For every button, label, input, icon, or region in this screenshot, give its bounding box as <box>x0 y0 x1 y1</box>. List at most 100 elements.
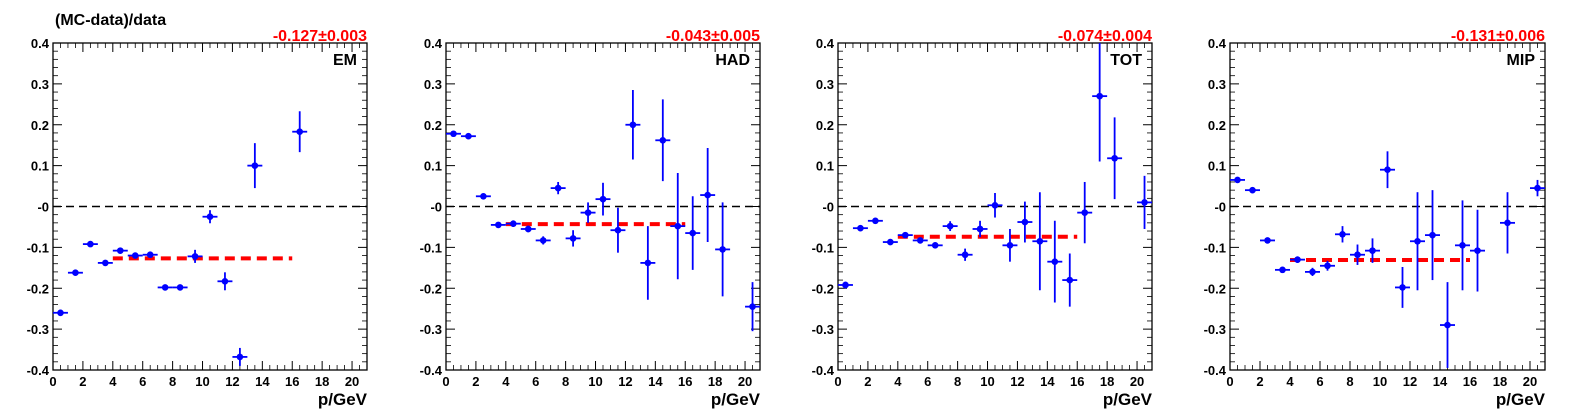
y-tick-label: -0.3 <box>1204 322 1226 337</box>
data-point <box>176 284 184 291</box>
y-tick-label: -0.1 <box>812 240 834 255</box>
x-tick-label: 10 <box>1373 374 1387 389</box>
y-tick-label: -0.4 <box>420 363 443 378</box>
data-point <box>976 225 984 233</box>
data-point <box>1234 176 1241 184</box>
y-tick-label: 0.3 <box>1208 77 1226 92</box>
x-tick-label: 2 <box>472 374 479 389</box>
data-point <box>659 136 667 144</box>
x-tick-label: 12 <box>1403 374 1417 389</box>
data-point <box>1051 258 1059 265</box>
data-point <box>1309 268 1316 276</box>
x-tick-label: 18 <box>1100 374 1114 389</box>
data-point <box>842 281 849 289</box>
y-tick-label: 0.1 <box>816 159 834 174</box>
panels: -0.4 -0.3 -0.2 -0.1 -0 0.1 0.2 0.3 0.4 0 2 4 6 8 10 12 1… <box>27 28 1546 409</box>
fit-result-label: -0.043±0.005 <box>666 28 760 45</box>
y-tick-label: -0 <box>37 200 49 215</box>
data-point <box>251 162 259 169</box>
data-point <box>1141 199 1148 206</box>
y-tick-label: 0.2 <box>31 118 49 133</box>
y-tick-label: -0.4 <box>812 363 835 378</box>
x-tick-label: 12 <box>225 374 239 389</box>
x-axis-title: p/GeV <box>711 390 761 409</box>
data-point <box>1369 247 1376 254</box>
y-tick-label: -0.3 <box>27 322 49 337</box>
data-point <box>465 132 472 140</box>
data-point <box>1006 242 1014 249</box>
data-point <box>599 195 607 203</box>
data-point <box>1279 266 1286 274</box>
data-point <box>689 229 697 237</box>
data-point <box>296 128 304 135</box>
data-point <box>1021 218 1029 226</box>
data-point <box>719 246 726 253</box>
y-axis-title: (MC-data)/data <box>55 12 166 29</box>
y-tick-label: 0.4 <box>1208 36 1227 51</box>
fit-result-label: -0.074±0.004 <box>1058 28 1152 45</box>
y-tick-label: -0.3 <box>420 322 442 337</box>
x-axis-title: p/GeV <box>318 390 368 409</box>
data-point <box>206 213 214 221</box>
x-tick-label: 6 <box>532 374 539 389</box>
y-tick-label: -0.1 <box>420 240 442 255</box>
x-tick-label: 20 <box>345 374 359 389</box>
data-point <box>931 242 939 249</box>
x-tick-label: 18 <box>1493 374 1507 389</box>
data-point <box>72 269 79 277</box>
x-tick-label: 16 <box>1463 374 1477 389</box>
data-point <box>887 238 894 246</box>
panel-label: TOT <box>1110 52 1142 69</box>
panel-em: -0.4 -0.3 -0.2 -0.1 -0 0.1 0.2 0.3 0.4 0 2 4 6 8 10 12 1… <box>27 28 368 409</box>
y-tick-label: -0.2 <box>812 281 834 296</box>
y-tick-label: -0.2 <box>1204 281 1226 296</box>
y-tick-label: 0.2 <box>424 118 442 133</box>
fit-result-label: -0.131±0.006 <box>1451 28 1545 45</box>
data-point <box>1399 284 1406 291</box>
data-point <box>674 222 682 230</box>
data-point <box>191 253 199 260</box>
data-point <box>749 303 756 310</box>
data-point <box>102 259 109 267</box>
data-point <box>1504 219 1511 227</box>
data-point <box>1294 256 1301 263</box>
x-tick-label: 14 <box>255 374 270 389</box>
data-point <box>1324 262 1331 270</box>
x-tick-label: 8 <box>169 374 176 389</box>
data-point <box>509 220 517 227</box>
data-point <box>644 259 652 267</box>
x-tick-label: 4 <box>894 374 902 389</box>
y-tick-label: -0 <box>822 200 834 215</box>
x-tick-label: 4 <box>502 374 510 389</box>
data-point <box>495 221 502 229</box>
data-point <box>524 225 532 233</box>
x-tick-label: 10 <box>980 374 994 389</box>
data-point <box>480 192 487 200</box>
data-point <box>1249 186 1256 194</box>
data-point <box>1474 247 1481 254</box>
y-tick-label: 0.4 <box>816 36 835 51</box>
x-tick-label: 20 <box>1130 374 1144 389</box>
data-point <box>1339 230 1346 238</box>
y-tick-label: 0.1 <box>31 159 49 174</box>
x-axis-title: p/GeV <box>1103 390 1153 409</box>
data-point <box>116 247 124 254</box>
x-tick-label: 8 <box>954 374 961 389</box>
data-point <box>1354 251 1361 259</box>
data-point <box>1429 231 1436 239</box>
y-tick-label: 0.4 <box>31 36 50 51</box>
data-point <box>554 184 562 192</box>
panel-tot: -0.4 -0.3 -0.2 -0.1 -0 0.1 0.2 0.3 0.4 0 2 4 6 8 10 12 1… <box>812 28 1153 409</box>
x-tick-label: 8 <box>1346 374 1353 389</box>
data-point <box>961 251 969 259</box>
data-point <box>1081 209 1089 216</box>
data-point <box>161 284 169 291</box>
y-tick-label: 0.3 <box>31 77 49 92</box>
y-tick-label: -0.2 <box>27 281 49 296</box>
data-point <box>146 251 154 259</box>
x-tick-label: 6 <box>924 374 931 389</box>
y-tick-label: -0.1 <box>27 240 49 255</box>
y-tick-label: -0.1 <box>1204 240 1226 255</box>
x-tick-label: 16 <box>1070 374 1084 389</box>
